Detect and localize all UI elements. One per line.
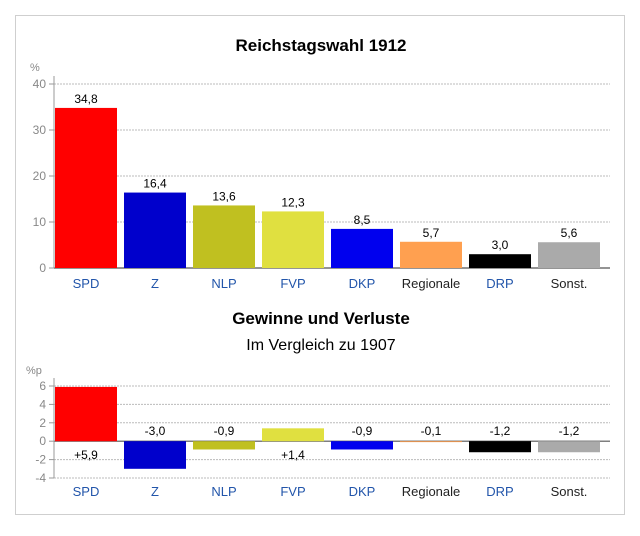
category-label: SPD	[73, 276, 100, 291]
value-label: 8,5	[354, 213, 371, 227]
bar-regionale	[400, 241, 462, 268]
y-tick-label: 4	[39, 397, 46, 411]
y-tick-label: 0	[39, 261, 46, 275]
y-axis-unit: %	[30, 62, 40, 74]
chart-frame: Reichstagswahl 1912 % 0 10 20 30 40 34,8 16,4…	[15, 15, 625, 515]
category-label: DRP	[486, 276, 513, 291]
value-label: 13,6	[212, 189, 236, 203]
value-label: 34,8	[74, 92, 98, 106]
category-label: FVP	[280, 276, 305, 291]
value-label: +1,4	[281, 448, 305, 462]
category-label: Z	[151, 484, 159, 499]
value-label: 16,4	[143, 177, 167, 191]
bar-nlp	[193, 441, 255, 450]
category-label: DKP	[349, 276, 376, 291]
category-label: Sonst.	[551, 484, 588, 499]
category-label: FVP	[280, 484, 305, 499]
y-tick-label: 0	[39, 434, 46, 448]
value-label: -1,2	[490, 424, 511, 438]
bar-spd	[55, 107, 117, 268]
chart-title: Reichstagswahl 1912	[235, 36, 406, 55]
value-label: -0,9	[352, 424, 373, 438]
y-tick-label: 40	[33, 77, 47, 91]
bar-fvp	[262, 211, 324, 268]
bar-spd	[55, 386, 117, 442]
y-tick-label: -4	[35, 471, 46, 485]
change-chart-subtitle: Im Vergleich zu 1907	[246, 337, 396, 354]
bottom-bars	[55, 386, 600, 469]
category-label: Sonst.	[551, 276, 588, 291]
bar-z	[124, 441, 186, 469]
y-tick-label: 6	[39, 379, 46, 393]
category-label: SPD	[73, 484, 100, 499]
value-label: 12,3	[281, 195, 305, 209]
category-label: NLP	[211, 484, 236, 499]
change-y-axis-unit: %p	[26, 365, 42, 377]
bar-drp	[469, 441, 531, 453]
top-value-labels: 34,8 16,4 13,6 12,3 8,5 5,7 3,0 5,6	[74, 92, 577, 252]
y-tick-label: 30	[33, 123, 47, 137]
category-label: DKP	[349, 484, 376, 499]
category-label: DRP	[486, 484, 513, 499]
value-label: -0,9	[214, 424, 235, 438]
value-label: 5,6	[561, 226, 578, 240]
bar-fvp	[262, 428, 324, 442]
value-label: 3,0	[492, 238, 509, 252]
bar-z	[124, 192, 186, 268]
bar-dkp	[331, 228, 393, 268]
value-label: -0,1	[421, 424, 442, 438]
value-label: +5,9	[74, 448, 98, 462]
bar-dkp	[331, 441, 393, 450]
bar-regionale	[400, 441, 462, 443]
category-label: NLP	[211, 276, 236, 291]
category-label: Regionale	[402, 276, 461, 291]
bottom-y-ticks: -4 -2 0 2 4 6	[35, 379, 46, 485]
category-label: Regionale	[402, 484, 461, 499]
bar-sonst	[538, 441, 600, 453]
y-tick-label: 20	[33, 169, 47, 183]
value-label: -1,2	[559, 424, 580, 438]
bar-sonst	[538, 242, 600, 268]
category-label: Z	[151, 276, 159, 291]
top-category-labels: SPD Z NLP FVP DKP Regionale DRP Sonst.	[73, 276, 588, 291]
top-bars	[55, 107, 600, 268]
y-tick-label: 2	[39, 416, 46, 430]
bar-nlp	[193, 205, 255, 268]
bar-drp	[469, 254, 531, 268]
y-tick-label: -2	[35, 453, 46, 467]
top-y-ticks: 0 10 20 30 40	[33, 77, 47, 275]
change-chart-title: Gewinne und Verluste	[232, 309, 410, 328]
value-label: 5,7	[423, 226, 440, 240]
bottom-value-labels: +5,9 -3,0 -0,9 +1,4 -0,9 -0,1 -1,2 -1,2	[74, 424, 580, 462]
value-label: -3,0	[145, 424, 166, 438]
bottom-category-labels: SPD Z NLP FVP DKP Regionale DRP Sonst.	[73, 484, 588, 499]
y-tick-label: 10	[33, 215, 47, 229]
